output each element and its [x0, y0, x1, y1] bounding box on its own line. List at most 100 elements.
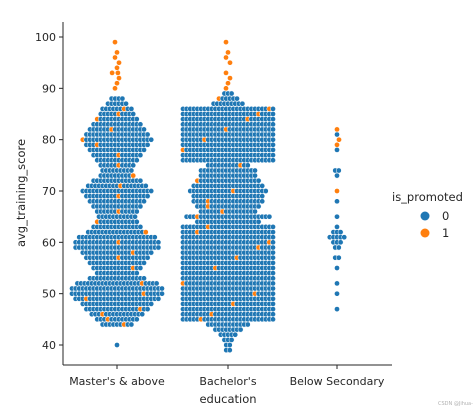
- data-point-not-promoted: [133, 208, 140, 215]
- data-point-promoted: [114, 64, 120, 71]
- data-point-not-promoted: [262, 188, 269, 194]
- data-point-promoted: [336, 136, 342, 143]
- data-point-not-promoted: [270, 316, 276, 323]
- data-point-not-promoted: [144, 141, 151, 148]
- data-point-not-promoted: [128, 321, 135, 328]
- data-point-not-promoted: [119, 95, 126, 102]
- data-point-not-promoted: [155, 295, 162, 302]
- data-point-not-promoted: [270, 157, 276, 164]
- data-point-not-promoted: [270, 285, 276, 292]
- data-point-not-promoted: [270, 290, 276, 297]
- data-point-not-promoted: [144, 306, 151, 312]
- data-point-promoted: [112, 85, 118, 92]
- data-point-not-promoted: [335, 254, 342, 261]
- data-point-not-promoted: [128, 167, 135, 174]
- data-point-promoted: [109, 70, 115, 76]
- data-point-not-promoted: [270, 295, 276, 302]
- data-point-not-promoted: [155, 244, 162, 251]
- data-point-not-promoted: [141, 147, 147, 153]
- data-point-not-promoted: [232, 331, 239, 338]
- data-point-not-promoted: [334, 280, 340, 287]
- data-point-not-promoted: [237, 326, 244, 333]
- data-point-not-promoted: [133, 270, 140, 276]
- y-tick-label: 100: [35, 31, 56, 44]
- data-point-not-promoted: [270, 131, 276, 138]
- data-point-not-promoted: [226, 347, 233, 353]
- data-point-promoted: [225, 49, 231, 56]
- data-point-not-promoted: [137, 224, 144, 230]
- data-point-not-promoted: [130, 111, 137, 117]
- data-point-not-promoted: [133, 116, 140, 122]
- data-point-not-promoted: [137, 121, 144, 128]
- data-point-not-promoted: [252, 208, 258, 215]
- legend-label: 1: [442, 226, 449, 240]
- data-point-promoted: [334, 141, 340, 148]
- data-point-promoted: [223, 54, 229, 61]
- data-point-not-promoted: [341, 234, 348, 241]
- data-point-not-promoted: [130, 162, 137, 169]
- data-point-not-promoted: [270, 121, 276, 128]
- data-point-not-promoted: [133, 157, 140, 164]
- data-point-not-promoted: [270, 116, 276, 122]
- data-point-not-promoted: [270, 229, 276, 235]
- x-tick-label: Below Secondary: [290, 375, 385, 388]
- data-point-not-promoted: [337, 229, 344, 235]
- data-point-not-promoted: [148, 188, 155, 194]
- data-point-not-promoted: [137, 203, 144, 210]
- data-point-promoted: [114, 80, 120, 87]
- data-point-not-promoted: [270, 265, 276, 271]
- data-point-not-promoted: [155, 239, 162, 246]
- plot-area: [69, 39, 348, 353]
- data-point-promoted: [223, 85, 229, 92]
- data-point-not-promoted: [334, 213, 340, 220]
- data-point-not-promoted: [255, 177, 262, 184]
- data-point-not-promoted: [255, 218, 262, 225]
- data-point-not-promoted: [159, 285, 165, 292]
- data-point-not-promoted: [270, 152, 276, 158]
- data-point-not-promoted: [148, 301, 155, 307]
- legend-marker: [420, 211, 430, 221]
- y-tick-label: 80: [42, 134, 56, 147]
- data-point-not-promoted: [141, 126, 147, 133]
- data-point-promoted: [334, 188, 340, 194]
- data-point-not-promoted: [141, 198, 147, 205]
- data-point-not-promoted: [239, 100, 246, 107]
- data-point-not-promoted: [137, 177, 144, 184]
- data-point-promoted: [142, 229, 149, 235]
- y-axis-label: avg_training_score: [14, 139, 28, 247]
- data-point-not-promoted: [334, 290, 340, 297]
- data-point-not-promoted: [270, 244, 276, 251]
- data-point-not-promoted: [270, 141, 276, 148]
- x-axis-label: education: [199, 392, 256, 406]
- data-point-not-promoted: [335, 244, 342, 251]
- legend-marker: [420, 228, 430, 238]
- data-point-not-promoted: [334, 131, 340, 138]
- watermark: CSDN @Jihua-: [438, 401, 473, 407]
- y-tick-label: 90: [42, 82, 56, 95]
- data-point-not-promoted: [270, 136, 276, 143]
- data-point-not-promoted: [234, 95, 240, 102]
- data-point-not-promoted: [270, 275, 276, 282]
- data-point-promoted: [115, 70, 121, 76]
- data-point-promoted: [227, 75, 233, 81]
- data-point-not-promoted: [270, 224, 276, 230]
- data-point-not-promoted: [228, 90, 235, 97]
- legend-label: 0: [442, 209, 449, 223]
- data-point-not-promoted: [270, 249, 276, 256]
- data-point-not-promoted: [259, 198, 266, 205]
- data-point-not-promoted: [270, 239, 276, 246]
- y-tick-label: 40: [42, 339, 56, 352]
- data-point-not-promoted: [141, 260, 147, 266]
- data-point-not-promoted: [159, 290, 165, 297]
- data-point-not-promoted: [270, 280, 276, 287]
- data-point-not-promoted: [266, 213, 273, 220]
- data-point-promoted: [116, 75, 122, 81]
- data-point-not-promoted: [151, 234, 158, 241]
- data-point-not-promoted: [270, 111, 276, 117]
- data-point-not-promoted: [334, 147, 340, 153]
- data-point-not-promoted: [334, 265, 340, 271]
- data-point-not-promoted: [144, 254, 151, 261]
- legend-title: is_promoted: [392, 190, 463, 204]
- data-point-not-promoted: [114, 342, 120, 348]
